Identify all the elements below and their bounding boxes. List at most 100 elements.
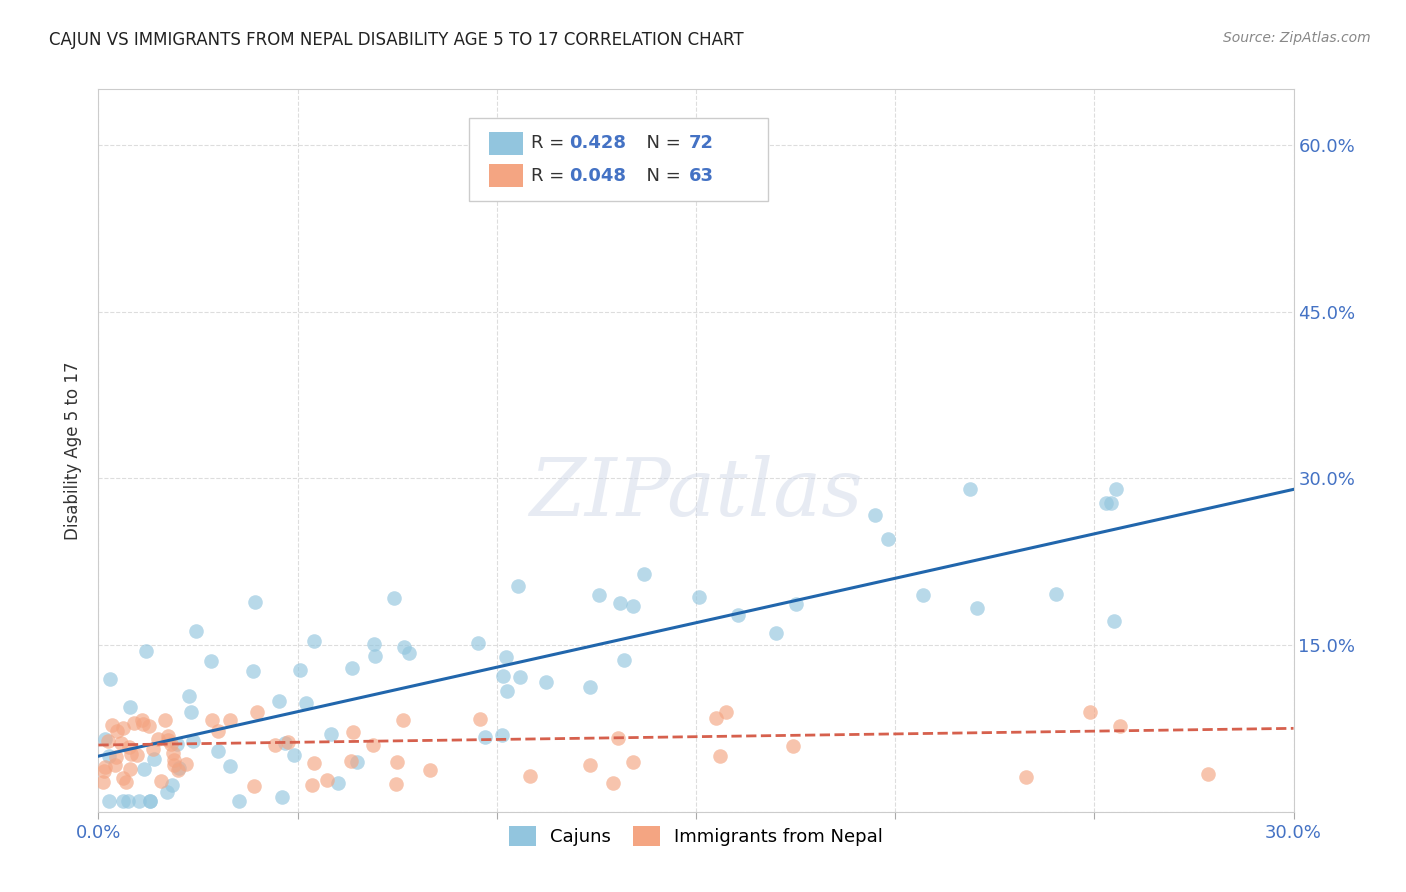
Point <box>166 763 188 777</box>
Point <box>163 753 186 767</box>
Point <box>132 717 155 731</box>
Point <box>246 706 269 720</box>
Point <box>135 644 157 658</box>
Text: R =: R = <box>531 167 569 185</box>
Text: ZIPatlas: ZIPatlas <box>529 455 863 533</box>
Point <box>200 654 222 668</box>
Point <box>111 721 134 735</box>
Point <box>382 591 405 606</box>
Point <box>301 778 323 792</box>
Point <box>588 588 610 602</box>
Point <box>180 706 202 720</box>
Point <box>134 763 156 777</box>
Text: R =: R = <box>531 135 569 153</box>
Point <box>131 713 153 727</box>
Point <box>94 732 117 747</box>
Point <box>1105 483 1128 497</box>
Point <box>1014 770 1036 784</box>
Point <box>492 669 515 683</box>
Point <box>966 600 988 615</box>
Y-axis label: Disability Age 5 to 17: Disability Age 5 to 17 <box>65 361 83 540</box>
Point <box>495 650 517 665</box>
Point <box>270 790 292 805</box>
Point <box>467 636 489 650</box>
Point <box>112 771 135 785</box>
Point <box>304 756 326 771</box>
Point <box>392 640 415 654</box>
Text: Source: ZipAtlas.com: Source: ZipAtlas.com <box>1223 31 1371 45</box>
Point <box>491 728 513 742</box>
Point <box>302 634 325 648</box>
Point <box>709 749 731 764</box>
Point <box>162 758 184 772</box>
Point <box>607 731 630 745</box>
Point <box>118 700 141 714</box>
Text: 0.428: 0.428 <box>569 135 626 153</box>
Point <box>579 758 602 772</box>
FancyBboxPatch shape <box>470 118 768 202</box>
Point <box>290 663 312 677</box>
Point <box>110 736 132 750</box>
Point <box>579 680 602 694</box>
Point <box>103 758 125 772</box>
Point <box>865 508 887 523</box>
Point <box>519 769 541 783</box>
Point <box>243 780 266 794</box>
Point <box>148 732 170 747</box>
Point <box>727 608 749 623</box>
Point <box>139 794 162 808</box>
Point <box>142 751 165 765</box>
Point <box>363 638 385 652</box>
Point <box>156 729 179 743</box>
Point <box>160 779 183 793</box>
Point <box>142 742 165 756</box>
Point <box>207 723 229 738</box>
Text: CAJUN VS IMMIGRANTS FROM NEPAL DISABILITY AGE 5 TO 17 CORRELATION CHART: CAJUN VS IMMIGRANTS FROM NEPAL DISABILIT… <box>49 31 744 49</box>
Point <box>295 696 318 710</box>
Point <box>181 734 204 748</box>
Point <box>118 762 141 776</box>
Point <box>1099 495 1122 509</box>
Point <box>207 744 229 758</box>
Point <box>127 747 149 762</box>
Point <box>98 672 121 686</box>
Point <box>361 739 384 753</box>
Point <box>111 794 134 808</box>
Point <box>534 675 557 690</box>
Text: 72: 72 <box>689 135 714 153</box>
Point <box>340 754 363 768</box>
Point <box>706 711 728 725</box>
Point <box>264 739 287 753</box>
Point <box>346 756 368 770</box>
Point <box>218 713 240 727</box>
Point <box>364 648 387 663</box>
Point <box>118 740 141 755</box>
Point <box>162 747 184 761</box>
Point <box>621 756 644 770</box>
Legend: Cajuns, Immigrants from Nepal: Cajuns, Immigrants from Nepal <box>502 819 890 854</box>
Text: N =: N = <box>636 135 686 153</box>
Point <box>688 590 710 604</box>
Point <box>97 733 120 747</box>
Point <box>506 579 529 593</box>
Point <box>243 595 266 609</box>
Text: N =: N = <box>636 167 686 185</box>
Point <box>166 737 188 751</box>
Point <box>509 670 531 684</box>
Point <box>1094 495 1116 509</box>
Point <box>342 724 364 739</box>
Point <box>218 759 240 773</box>
Point <box>122 716 145 731</box>
Point <box>277 735 299 749</box>
Point <box>912 588 935 602</box>
Point <box>274 736 297 750</box>
Point <box>321 727 343 741</box>
Point <box>93 760 115 774</box>
Text: 0.048: 0.048 <box>569 167 626 185</box>
Point <box>613 653 636 667</box>
Point <box>765 626 787 640</box>
Point <box>97 794 120 808</box>
Point <box>93 764 115 778</box>
Point <box>139 794 162 808</box>
Point <box>621 599 644 614</box>
